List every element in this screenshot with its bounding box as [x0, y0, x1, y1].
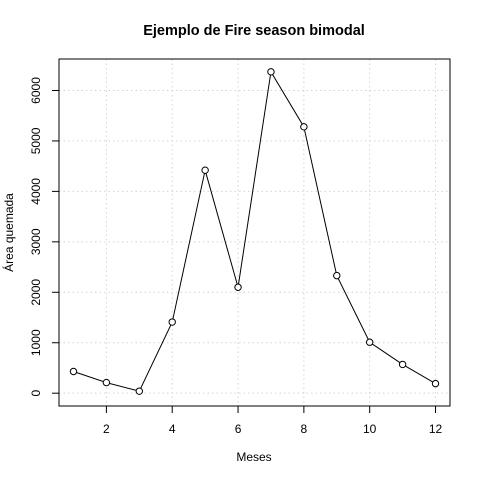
- x-tick-label: 10: [363, 422, 377, 436]
- data-point: [300, 123, 308, 131]
- data-point: [365, 338, 374, 346]
- y-tick-label: 1000: [29, 329, 43, 356]
- data-point: [69, 367, 78, 376]
- data-point: [135, 387, 144, 395]
- data-point: [234, 283, 242, 291]
- plot-frame: [58, 58, 451, 407]
- y-tick-label: 0: [29, 390, 43, 397]
- x-tick-label: 12: [429, 422, 443, 436]
- x-tick-label: 6: [235, 422, 242, 436]
- data-point: [333, 271, 341, 280]
- y-tick-label: 6000: [29, 77, 43, 104]
- y-tick-label: 3000: [29, 228, 43, 255]
- x-tick-label: 4: [169, 422, 176, 436]
- series-line: [73, 70, 436, 392]
- y-tick-label: 4000: [29, 178, 43, 205]
- x-axis-label: Meses: [236, 450, 271, 464]
- grid: [59, 59, 450, 406]
- data-point: [267, 68, 275, 76]
- data-point: [102, 378, 111, 387]
- y-axis: 0 1000 2000 3000 4000 5000 6000: [29, 77, 60, 397]
- data-point: [431, 379, 440, 388]
- x-tick-label: 2: [103, 422, 110, 436]
- data-point: [398, 360, 407, 369]
- data-point: [201, 166, 209, 174]
- y-axis-label: Área quemada: [1, 193, 16, 272]
- data-point: [168, 318, 176, 326]
- x-tick-label: 8: [301, 422, 308, 436]
- x-axis: 2 4 6 8 10 12: [103, 405, 443, 436]
- y-tick-label: 5000: [29, 127, 43, 154]
- data-points: [69, 68, 440, 395]
- y-tick-label: 2000: [29, 279, 43, 306]
- chart-title: Ejemplo de Fire season bimodal: [143, 23, 365, 39]
